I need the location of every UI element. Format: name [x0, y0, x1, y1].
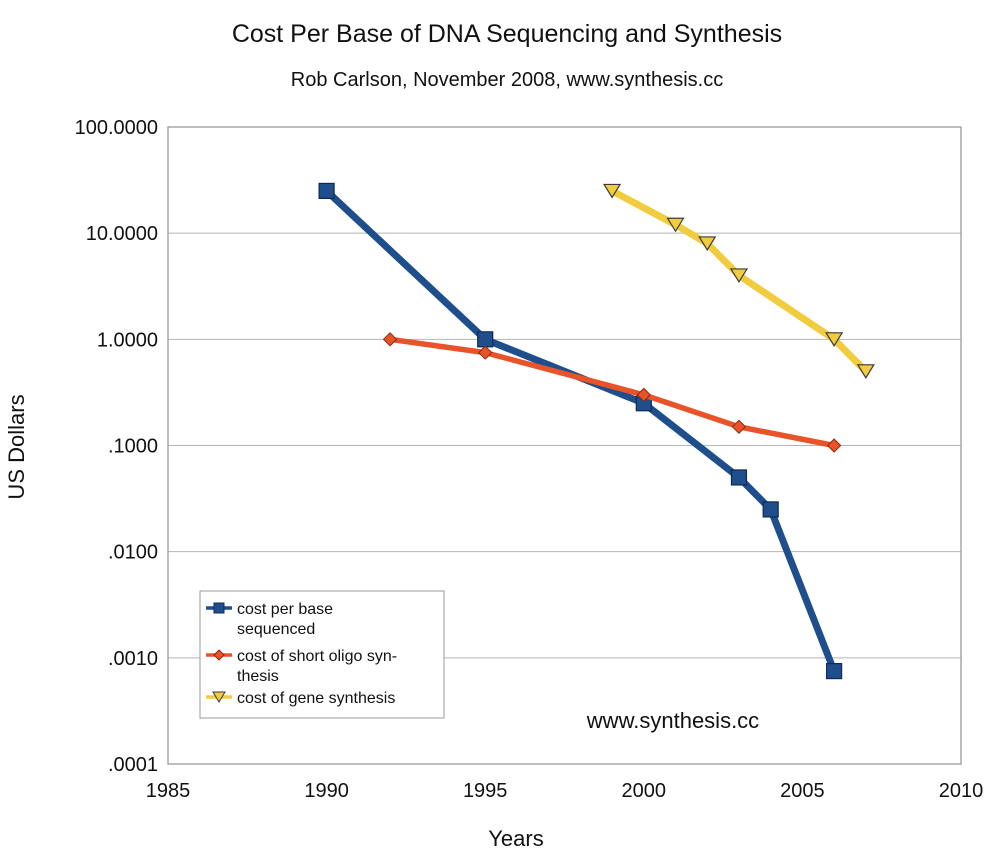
x-axis-label: Years — [488, 826, 543, 851]
y-axis-label: US Dollars — [4, 394, 29, 499]
data-point — [666, 217, 685, 233]
data-point — [730, 469, 748, 486]
data-point — [762, 501, 779, 518]
x-tick-label: 2010 — [939, 780, 984, 802]
legend-marker — [213, 649, 225, 661]
data-point — [603, 183, 622, 199]
legend-label: thesis — [237, 668, 279, 685]
series-line — [608, 187, 870, 375]
data-point — [826, 662, 843, 680]
legend-marker — [213, 602, 225, 614]
data-point — [698, 236, 717, 252]
chart-annotation: www.synthesis.cc — [586, 708, 759, 733]
data-point — [856, 364, 875, 379]
legend-item: cost of short oligo syn-thesis — [206, 648, 397, 685]
series-3 — [603, 183, 875, 379]
series-1 — [318, 182, 843, 680]
x-tick-label: 1990 — [304, 780, 349, 802]
data-point — [382, 332, 398, 347]
data-point — [477, 331, 494, 348]
data-point — [636, 387, 652, 403]
x-tick-label: 2000 — [622, 780, 667, 802]
legend-label: cost of short oligo syn- — [237, 648, 397, 665]
legend-item: cost per base sequenced — [206, 601, 333, 638]
plot-frame — [167, 126, 962, 765]
y-tick-label: .1000 — [108, 436, 158, 458]
data-point — [318, 182, 335, 200]
y-tick-label: 100.0000 — [75, 117, 158, 139]
chart-subtitle: Rob Carlson, November 2008, www.synthesi… — [291, 69, 723, 91]
data-point — [477, 345, 493, 360]
legend-item: cost of gene synthesis — [206, 690, 395, 707]
y-tick-label: .0010 — [108, 648, 158, 670]
series-2 — [382, 332, 842, 453]
legend-label: cost of gene synthesis — [237, 690, 395, 707]
data-point — [731, 419, 747, 435]
x-tick-label: 2005 — [780, 780, 825, 802]
legend: cost per base sequenced cost of short olig… — [199, 590, 445, 719]
y-axis-ticks: 100.0000 10.0000 1.0000 .1000 .0100 .0010 .000… — [75, 117, 158, 776]
data-point — [826, 438, 842, 453]
y-tick-label: 10.0000 — [86, 223, 158, 245]
y-tick-label: 1.0000 — [97, 329, 158, 351]
x-axis-ticks: 1985 1990 1995 2000 2005 2010 — [146, 780, 984, 802]
series-line — [323, 187, 838, 675]
y-tick-label: .0001 — [108, 754, 158, 776]
series-layer — [318, 182, 875, 680]
x-tick-label: 1995 — [463, 780, 508, 802]
data-point — [825, 332, 844, 347]
legend-marker — [212, 691, 226, 703]
legend-label: sequenced — [237, 621, 315, 638]
data-point — [729, 268, 749, 284]
x-tick-label: 1985 — [146, 780, 191, 802]
y-tick-label: .0100 — [108, 542, 158, 564]
legend-label: cost per base — [237, 601, 333, 618]
legend-box — [199, 590, 445, 719]
chart-title: Cost Per Base of DNA Sequencing and Synt… — [232, 20, 782, 48]
